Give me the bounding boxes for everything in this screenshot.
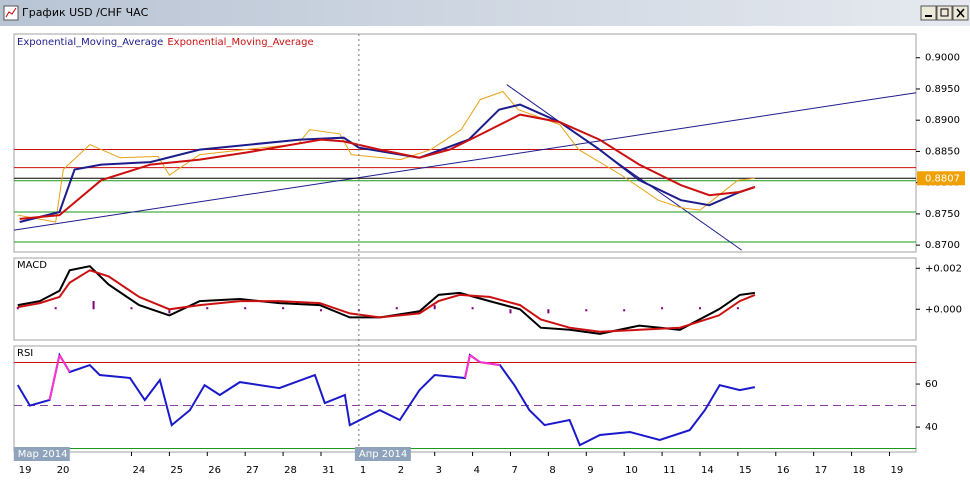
histogram-bar [471, 307, 474, 310]
overbought-segment [464, 354, 471, 379]
window-title: График USD /CHF ЧАС [22, 6, 149, 19]
histogram-bar [395, 307, 398, 310]
period-label: Апр 2014 [359, 449, 407, 460]
y-tick-label: 0.8950 [925, 84, 960, 95]
x-tick-label: 4 [474, 465, 480, 476]
series-line [19, 103, 756, 223]
period-label: Мар 2014 [18, 449, 68, 460]
x-tick-label: 9 [587, 465, 593, 476]
y-tick-label: 0.8900 [925, 115, 960, 126]
close-button[interactable] [952, 5, 969, 21]
histogram-bar [206, 307, 209, 310]
y-tick-label: +0.002 [925, 263, 962, 274]
histogram-bar [585, 309, 588, 312]
x-tick-label: 1 [360, 465, 366, 476]
pane-title: MACD [17, 260, 47, 271]
y-tick-label: 0.8750 [925, 209, 960, 220]
y-tick-label: 60 [925, 379, 938, 390]
pane [13, 257, 917, 341]
x-tick-label: 31 [322, 465, 335, 476]
y-tick-label: +0.000 [925, 304, 962, 315]
minimize-button[interactable] [920, 5, 937, 21]
x-tick-label: 28 [284, 465, 297, 476]
histogram-bar [623, 309, 626, 312]
overbought-segment [479, 361, 501, 367]
x-tick-label: 3 [436, 465, 442, 476]
histogram-bar [168, 309, 171, 314]
title-bar [0, 0, 970, 26]
series-line [16, 352, 756, 447]
histogram-bar [661, 307, 664, 310]
x-tick-label: 17 [815, 465, 828, 476]
histogram-bar [319, 309, 322, 312]
x-tick-label: 24 [132, 465, 145, 476]
overbought-segment [48, 354, 61, 401]
histogram-bar [282, 307, 285, 310]
series-line [17, 269, 756, 333]
overbought-segment [58, 354, 71, 373]
x-tick-label: 27 [246, 465, 259, 476]
histogram-bar [547, 309, 550, 314]
histogram-bar [92, 301, 95, 310]
y-tick-label: 0.8700 [925, 240, 960, 251]
last-price-box [917, 171, 965, 186]
series-line [19, 113, 756, 220]
trend-line [13, 92, 917, 231]
x-tick-label: 14 [701, 465, 714, 476]
overbought-segment [469, 354, 481, 363]
x-tick-label: 15 [739, 465, 752, 476]
histogram-bar [736, 307, 739, 310]
period-box [13, 447, 70, 461]
period-box [354, 447, 411, 461]
x-tick-label: 16 [777, 465, 790, 476]
x-tick-label: 7 [511, 465, 517, 476]
x-tick-label: 19 [19, 465, 32, 476]
x-tick-label: 10 [625, 465, 638, 476]
histogram-bar [130, 307, 133, 310]
pane [13, 345, 917, 453]
histogram-bar [698, 307, 701, 310]
histogram-bar [54, 307, 57, 310]
maximize-button[interactable] [936, 5, 953, 21]
x-tick-label: 20 [57, 465, 70, 476]
histogram-bar [509, 309, 512, 314]
y-tick-label: 0.9000 [925, 53, 960, 64]
x-tick-label: 2 [398, 465, 404, 476]
y-tick-label: 0.8850 [925, 146, 960, 157]
x-tick-label: 11 [663, 465, 676, 476]
last-price-label: 0.8807 [925, 173, 960, 184]
x-tick-label: 19 [890, 465, 903, 476]
window-icon [3, 5, 19, 21]
x-tick-label: 26 [208, 465, 221, 476]
y-tick-label: 40 [925, 422, 938, 433]
x-tick-label: 18 [853, 465, 866, 476]
legend-entry: Exponential_Moving_Average [17, 37, 163, 48]
series-line [17, 90, 755, 223]
pane-title: RSI [17, 348, 33, 359]
histogram-bar [433, 305, 436, 310]
x-tick-label: 25 [170, 465, 183, 476]
legend-entry: Exponential_Moving_Average [167, 37, 313, 48]
x-tick-label: 8 [549, 465, 555, 476]
histogram-bar [16, 307, 19, 310]
histogram-bar [244, 307, 247, 310]
